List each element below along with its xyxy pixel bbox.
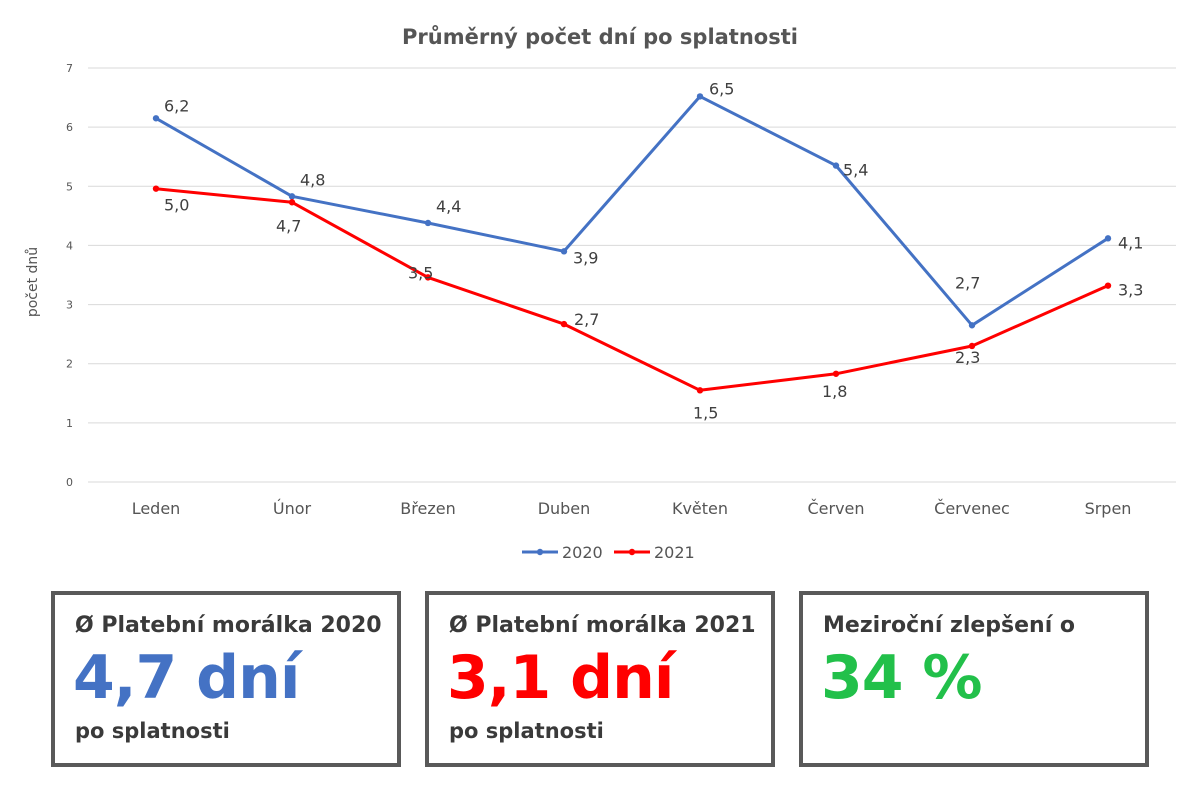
series-line-2021 <box>154 187 1110 392</box>
y-tick-label: 0 <box>66 476 73 489</box>
card-value: 4,7 dní <box>73 643 300 713</box>
data-point-2021 <box>1104 282 1112 289</box>
series-line-2020 <box>154 94 1110 327</box>
data-point-2021 <box>968 342 976 350</box>
legend: 2020 2021 <box>522 543 695 562</box>
legend-label: 2021 <box>654 543 695 562</box>
data-label-2020: 4,4 <box>436 197 461 216</box>
data-label-2020: 4,8 <box>300 170 325 189</box>
data-label-2021: 3,3 <box>1118 281 1143 300</box>
card-subtitle: po splatnosti <box>75 719 230 743</box>
data-point-2020 <box>968 322 976 329</box>
data-point-2021 <box>696 387 704 394</box>
y-axis-title: počet dnů <box>25 247 41 317</box>
data-label-2021: 1,5 <box>693 403 718 422</box>
x-axis-ticks: Leden Únor Březen Duben Květen Červen Červenec… <box>132 499 1132 518</box>
data-label-2020: 6,2 <box>164 96 189 115</box>
x-tick-label: Květen <box>672 499 728 518</box>
legend-marker <box>628 548 636 556</box>
data-label-2021: 1,8 <box>822 382 847 401</box>
data-label-2021: 4,7 <box>276 216 301 235</box>
card-subtitle: po splatnosti <box>449 719 604 743</box>
data-point-2020 <box>832 162 840 169</box>
data-point-2021 <box>288 199 296 206</box>
data-label-2021: 2,3 <box>955 348 980 367</box>
x-tick-label: Březen <box>400 499 455 518</box>
x-tick-label: Červen <box>807 499 864 518</box>
card-heading: Ø Platební morálka 2020 <box>75 613 382 638</box>
data-point-2020 <box>560 248 568 255</box>
data-label-2020: 5,4 <box>843 161 868 180</box>
line-chart: Průměrný počet dní po splatnosti počet d… <box>25 25 1176 562</box>
data-point-2021 <box>832 370 840 377</box>
data-point-2021 <box>424 274 432 281</box>
data-label-2021: 3,5 <box>408 263 433 282</box>
series-lines <box>154 94 1110 392</box>
y-tick-label: 7 <box>66 62 73 75</box>
data-point-2020 <box>152 115 160 122</box>
y-tick-label: 5 <box>66 180 73 193</box>
x-tick-label: Duben <box>538 499 591 518</box>
data-label-2020: 4,1 <box>1118 233 1143 252</box>
data-point-2020 <box>1104 235 1112 242</box>
y-tick-label: 4 <box>66 239 73 252</box>
card-heading: Meziroční zlepšení o <box>823 613 1076 638</box>
x-tick-label: Červenec <box>934 499 1010 518</box>
data-point-2020 <box>424 219 432 227</box>
card-value: 3,1 dní <box>447 643 674 713</box>
card-heading: Ø Platební morálka 2021 <box>449 613 756 638</box>
x-tick-label: Srpen <box>1085 499 1132 518</box>
data-labels: 6,2 4,8 4,4 3,9 6,5 5,4 2,7 4,1 5,0 4,7 3,5 2,7 1,5 1… <box>164 79 1143 422</box>
x-tick-label: Leden <box>132 499 181 518</box>
data-label-2020: 6,5 <box>709 79 734 98</box>
legend-label: 2020 <box>562 543 603 562</box>
data-point-2021 <box>152 185 160 192</box>
y-tick-label: 3 <box>66 299 73 312</box>
data-label-2021: 2,7 <box>574 310 599 329</box>
data-label-2020: 2,7 <box>955 273 980 292</box>
y-tick-label: 1 <box>66 417 73 430</box>
legend-marker <box>536 548 544 556</box>
data-point-2020 <box>696 93 704 100</box>
y-tick-label: 2 <box>66 358 73 371</box>
series-points <box>152 93 1112 394</box>
card-payment-2020: Ø Platební morálka 2020 4,7 dní po splat… <box>51 591 401 767</box>
card-value: 34 % <box>821 643 983 713</box>
x-tick-label: Únor <box>273 499 312 518</box>
data-point-2020 <box>288 193 296 200</box>
card-yoy-improvement: Meziroční zlepšení o 34 % <box>799 591 1149 767</box>
y-tick-label: 6 <box>66 121 73 134</box>
data-label-2020: 3,9 <box>573 248 598 267</box>
chart-title: Průměrný počet dní po splatnosti <box>402 25 798 49</box>
data-point-2021 <box>560 320 568 328</box>
y-axis-ticks: 0 1 2 3 4 5 6 7 <box>66 62 73 489</box>
gridlines <box>88 67 1176 483</box>
data-label-2021: 5,0 <box>164 196 189 215</box>
card-payment-2021: Ø Platební morálka 2021 3,1 dní po splat… <box>425 591 775 767</box>
